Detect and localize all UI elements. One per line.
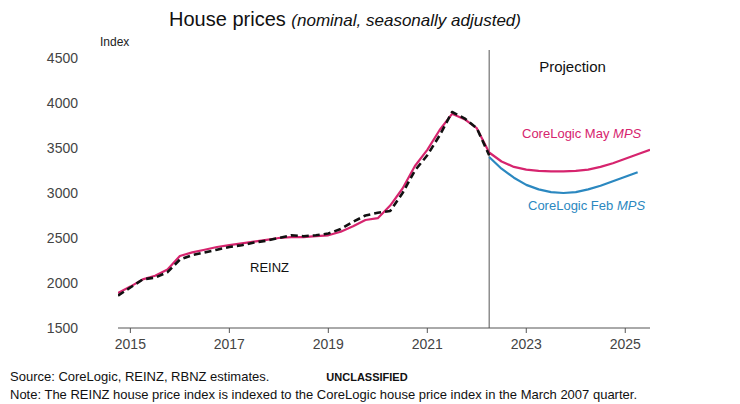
x-tick: [427, 328, 428, 333]
y-label: Index: [100, 35, 129, 49]
chart: House prices (nominal, seasonally adjust…: [0, 0, 740, 404]
y-tick-label: 2000: [47, 275, 78, 291]
series-label: CoreLogic May MPS: [522, 126, 642, 141]
series-line: [489, 157, 637, 193]
y-tick-label: 3500: [47, 140, 78, 156]
series-label: CoreLogic Feb MPS: [528, 198, 645, 213]
x-tick: [328, 328, 329, 333]
x-tick-label: 2023: [511, 336, 542, 352]
series-label-part: MPS: [617, 198, 646, 213]
series-line: [118, 112, 489, 296]
x-tick: [526, 328, 527, 333]
series-label-part: CoreLogic May: [522, 126, 613, 141]
x-tick: [130, 328, 131, 333]
x-tick-label: 2019: [313, 336, 344, 352]
y-tick-label: 3000: [47, 185, 78, 201]
series-label: REINZ: [250, 260, 289, 275]
plot-area: [118, 112, 650, 296]
title-main: House prices: [169, 8, 291, 30]
projection-line: [489, 50, 490, 328]
y-tick-label: 1500: [47, 320, 78, 336]
series-line: [118, 114, 650, 293]
note: Note: The REINZ house price index is ind…: [10, 387, 637, 402]
series-label-part: MPS: [613, 126, 642, 141]
x-tick-label: 2021: [412, 336, 443, 352]
title: House prices (nominal, seasonally adjust…: [169, 8, 521, 30]
x-tick-label: 2025: [610, 336, 641, 352]
x-tick: [625, 328, 626, 333]
y-tick-label: 4500: [47, 50, 78, 66]
source: Source: CoreLogic, REINZ, RBNZ estimates…: [10, 369, 269, 384]
subtitle: (nominal, seasonally adjusted): [291, 11, 521, 30]
y-tick-label: 4000: [47, 95, 78, 111]
series-label-part: CoreLogic Feb: [528, 198, 617, 213]
classification: UNCLASSIFIED: [326, 371, 407, 383]
x-axis-line: [118, 328, 650, 329]
x-tick-label: 2017: [214, 336, 245, 352]
x-tick: [229, 328, 230, 333]
y-tick-label: 2500: [47, 230, 78, 246]
x-tick-label: 2015: [115, 336, 146, 352]
annotation: Projection: [539, 58, 606, 75]
